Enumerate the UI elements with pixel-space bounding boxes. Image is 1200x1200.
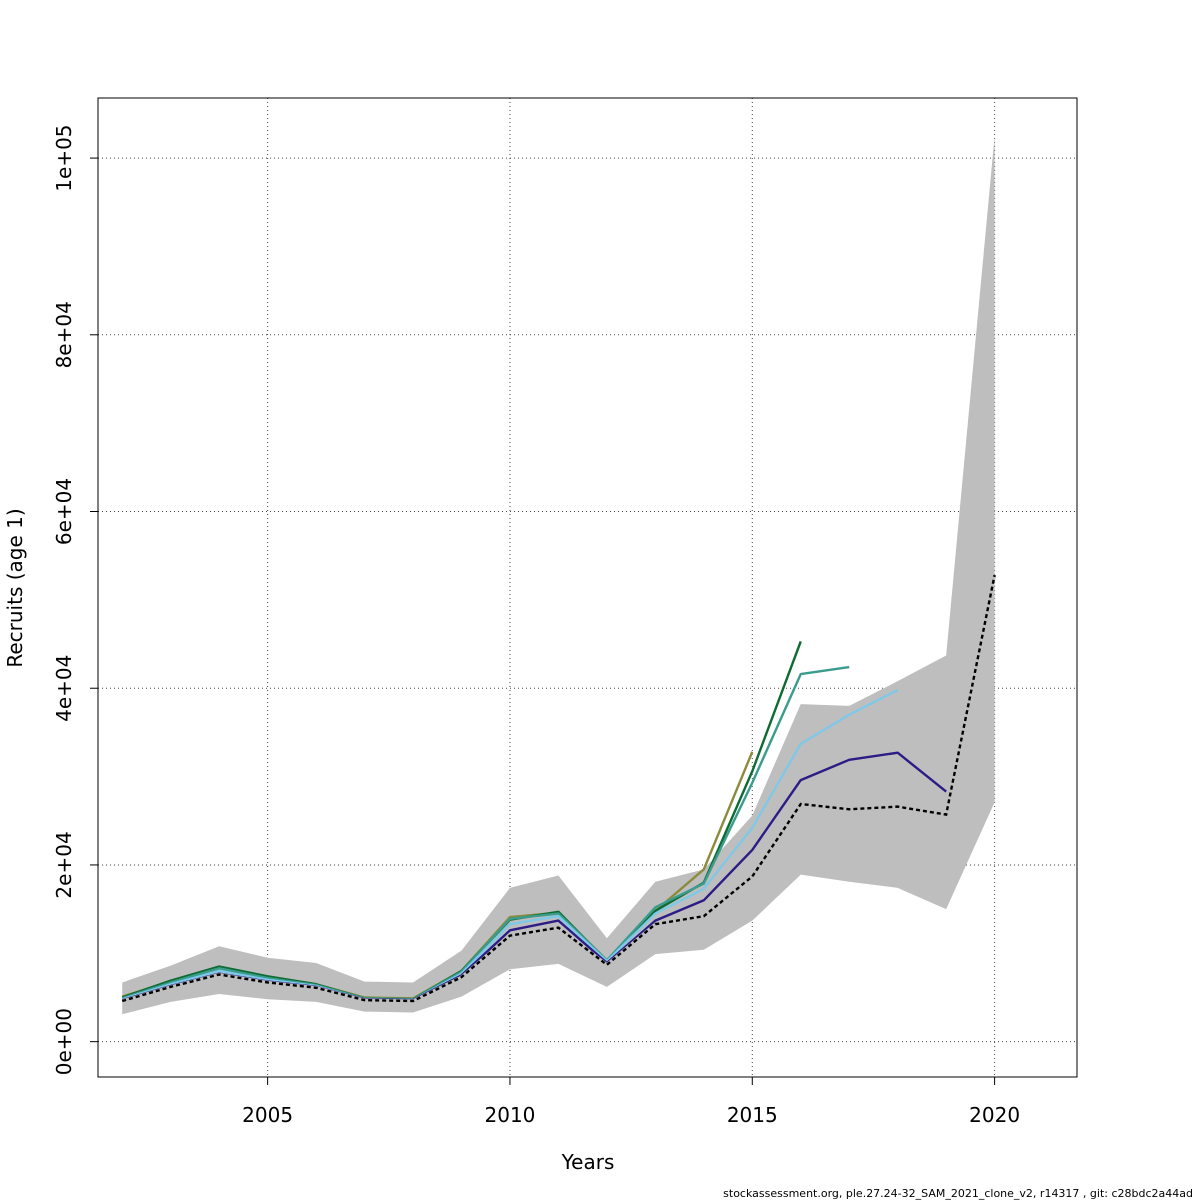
series-line-3 — [121, 665, 850, 1001]
series-line-4 — [121, 688, 899, 1002]
y-tick-label: 2e+04 — [52, 831, 76, 898]
series-layer — [121, 574, 997, 1003]
y-tick-label: 0e+00 — [52, 1008, 76, 1075]
confidence-band-layer — [122, 135, 995, 1015]
y-tick-label: 6e+04 — [52, 478, 76, 545]
footer-credit: stockassessment.org, ple.27.24-32_SAM_20… — [723, 1187, 1193, 1200]
x-tick-label: 2015 — [727, 1103, 778, 1127]
x-tick-label: 2005 — [242, 1103, 293, 1127]
series-line-6 — [121, 574, 996, 1003]
y-axis-title: Recruits (age 1) — [3, 508, 27, 667]
confidence-band — [122, 135, 995, 1015]
x-tick-label: 2020 — [969, 1103, 1020, 1127]
y-axis-ticks: 0e+00 2e+04 4e+04 6e+04 8e+04 1e+05 — [52, 124, 98, 1075]
x-tick-label: 2010 — [485, 1103, 536, 1127]
x-axis-ticks: 2005 2010 2015 2020 — [242, 1077, 1020, 1127]
y-tick-label: 4e+04 — [52, 655, 76, 722]
y-tick-label: 1e+05 — [52, 124, 76, 191]
y-tick-label: 8e+04 — [52, 301, 76, 368]
x-axis-title: Years — [561, 1150, 615, 1174]
plot-frame — [97, 97, 1078, 1078]
